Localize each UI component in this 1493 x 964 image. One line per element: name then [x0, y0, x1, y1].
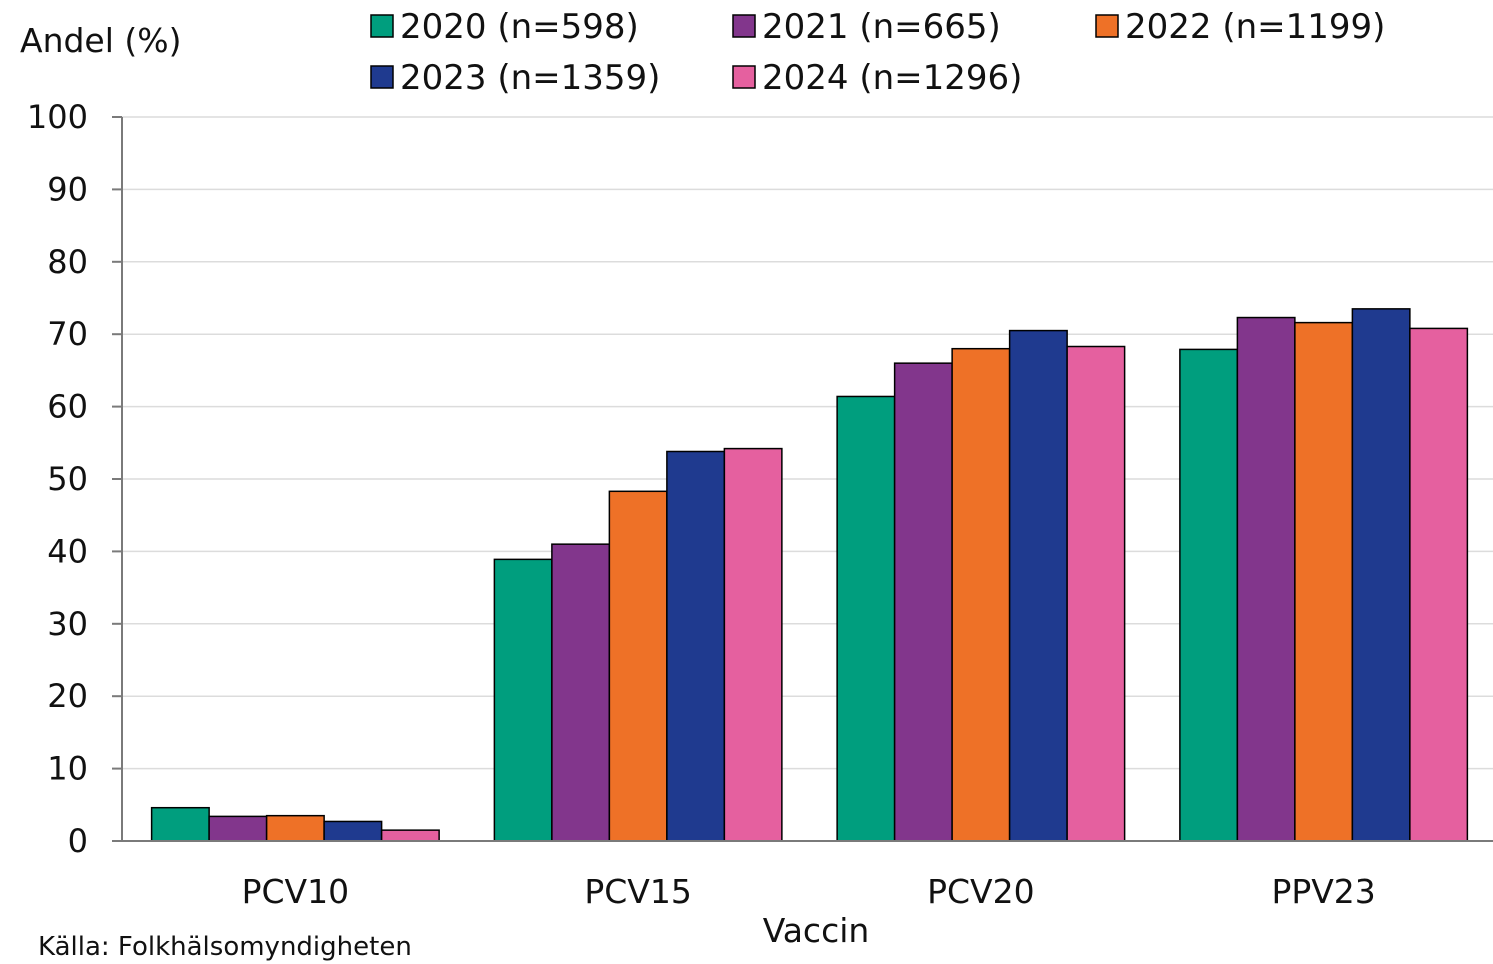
legend-entry: 2023 (n=1359) [400, 58, 660, 98]
x-category-label: PCV15 [584, 872, 692, 911]
legend-swatch [1096, 15, 1118, 37]
y-tick-label: 60 [47, 388, 88, 426]
source-note: Källa: Folkhälsomyndigheten [38, 932, 412, 962]
y-tick-label: 50 [47, 460, 88, 498]
bars [152, 309, 1468, 841]
y-tick-label: 80 [47, 243, 88, 281]
y-tick-label: 90 [47, 170, 88, 208]
legend: 2020 (n=598) 2021 (n=665) 2022 (n=1199) 202… [371, 7, 1385, 98]
bar-pcv10-3 [267, 816, 325, 841]
bar-pcv20-2 [895, 363, 953, 841]
y-tick-label: 0 [68, 822, 88, 860]
legend-entry: 2021 (n=665) [762, 7, 1001, 47]
bar-pcv15-5 [724, 449, 782, 841]
y-tick-label: 30 [47, 605, 88, 643]
x-axis-title: Vaccin [763, 911, 870, 950]
legend-swatch [733, 15, 755, 37]
bar-ppv23-2 [1237, 318, 1295, 841]
bar-pcv20-4 [1010, 331, 1068, 841]
bar-ppv23-3 [1295, 323, 1353, 841]
y-tick-label: 20 [47, 677, 88, 715]
x-category-labels: PCV10 PCV15 PCV20 PPV23 [242, 872, 1376, 911]
y-tick-label: 10 [47, 750, 88, 788]
x-category-label: PPV23 [1271, 872, 1375, 911]
legend-entry: 2022 (n=1199) [1125, 7, 1385, 47]
bar-ppv23-4 [1352, 309, 1410, 841]
legend-swatch [371, 66, 393, 88]
y-tick-label: 100 [27, 98, 88, 136]
y-axis-title: Andel (%) [20, 21, 182, 60]
bar-pcv10-5 [382, 830, 440, 841]
legend-swatch [371, 15, 393, 37]
x-category-label: PCV10 [242, 872, 350, 911]
bar-ppv23-1 [1180, 349, 1238, 841]
bar-pcv20-5 [1067, 347, 1125, 841]
bar-pcv15-3 [609, 491, 667, 841]
bar-pcv15-2 [552, 544, 610, 841]
bar-pcv15-1 [494, 559, 552, 841]
legend-swatch [733, 66, 755, 88]
bar-pcv20-3 [952, 349, 1010, 841]
y-tick-labels: 0 10 20 30 40 50 60 70 80 90 100 [27, 98, 122, 860]
bar-pcv10-2 [209, 816, 267, 841]
bar-pcv10-4 [324, 821, 382, 841]
y-tick-label: 70 [47, 315, 88, 353]
legend-entry: 2020 (n=598) [400, 7, 639, 47]
bar-pcv10-1 [152, 808, 210, 841]
bar-ppv23-5 [1410, 328, 1468, 841]
legend-entry: 2024 (n=1296) [762, 58, 1022, 98]
bar-pcv15-4 [667, 451, 725, 841]
bar-pcv20-1 [837, 396, 895, 841]
x-category-label: PCV20 [927, 872, 1035, 911]
y-tick-label: 40 [47, 532, 88, 570]
